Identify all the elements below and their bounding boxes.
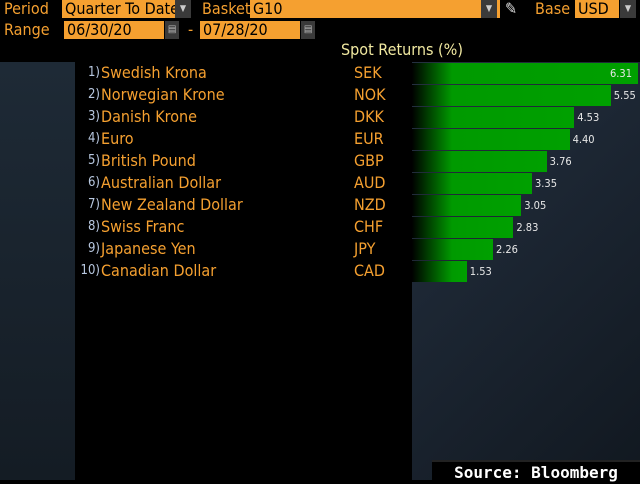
pencil-icon[interactable]: ✎ [505, 0, 518, 18]
table-row[interactable]: 10) Canadian Dollar CAD [80, 260, 410, 282]
period-dropdown-arrow-icon[interactable]: ▼ [175, 0, 191, 18]
basket-dropdown-arrow-icon[interactable]: ▼ [481, 0, 497, 18]
table-row[interactable]: 4) Euro EUR [80, 128, 410, 150]
chart-title: Spot Returns (%) [341, 40, 463, 59]
bar-value-label: 5.55 [613, 89, 636, 102]
currency-name: New Zealand Dollar [101, 195, 243, 214]
range-label: Range [4, 20, 50, 39]
base-label: Base [535, 0, 571, 18]
period-label: Period [4, 0, 49, 18]
bar [412, 85, 611, 106]
currency-code: JPY [354, 239, 376, 258]
currency-code: AUD [354, 173, 386, 192]
left-panel [0, 62, 75, 480]
table-row[interactable]: 6) Australian Dollar AUD [80, 172, 410, 194]
bar-value-label: 1.53 [469, 265, 492, 278]
table-row[interactable]: 9) Japanese Yen JPY [80, 238, 410, 260]
bar [412, 129, 570, 150]
bar [412, 195, 522, 216]
calendar-icon[interactable]: ▤ [165, 21, 179, 39]
period-select[interactable]: Quarter To Date [62, 0, 190, 18]
bar-value-label: 4.53 [577, 111, 600, 124]
basket-select[interactable]: G10 [250, 0, 500, 18]
currency-name: Australian Dollar [101, 173, 221, 192]
rank: 4) [87, 131, 100, 146]
currency-name: Canadian Dollar [101, 261, 217, 280]
rank: 3) [87, 109, 100, 124]
bar [412, 107, 575, 128]
bar-value-label: 4.40 [572, 133, 595, 146]
currency-name: Swiss Franc [101, 217, 185, 236]
rank: 1) [87, 65, 100, 80]
source-label: Source: Bloomberg [432, 460, 640, 482]
bar [412, 217, 514, 238]
base-select[interactable]: USD [575, 0, 619, 18]
bar [412, 63, 638, 84]
currency-code: CHF [354, 217, 384, 236]
currency-name: Norwegian Krone [101, 85, 225, 104]
rank: 7) [87, 197, 100, 212]
table-row[interactable]: 5) British Pound GBP [80, 150, 410, 172]
bar-value-label: 3.05 [524, 199, 547, 212]
currency-name: Danish Krone [101, 107, 198, 126]
currency-code: CAD [354, 261, 385, 280]
currency-code: DKK [354, 107, 384, 126]
bar-value-label: 3.76 [549, 155, 572, 168]
bar-value-label: 2.26 [495, 243, 518, 256]
bar-value-label: 6.31 [610, 67, 633, 80]
currency-code: SEK [354, 63, 382, 82]
base-dropdown-arrow-icon[interactable]: ▼ [620, 0, 636, 18]
rank: 5) [87, 153, 100, 168]
rank: 6) [87, 175, 100, 190]
currency-name: Swedish Krona [101, 63, 207, 82]
bar [412, 239, 493, 260]
rank: 9) [87, 241, 100, 256]
basket-label: Basket [202, 0, 251, 18]
currency-name: British Pound [101, 151, 196, 170]
bar-value-label: 2.83 [516, 221, 539, 234]
range-separator: - [188, 20, 194, 39]
calendar-icon[interactable]: ▤ [301, 21, 315, 39]
rank: 2) [87, 87, 100, 102]
currency-code: NOK [354, 85, 386, 104]
table-row[interactable]: 1) Swedish Krona SEK [80, 62, 410, 84]
bar [412, 151, 547, 172]
rank: 8) [87, 219, 100, 234]
currency-code: EUR [354, 129, 384, 148]
range-end-input[interactable]: 07/28/20 [200, 21, 300, 39]
bar-value-label: 3.35 [534, 177, 557, 190]
table-row[interactable]: 3) Danish Krone DKK [80, 106, 410, 128]
currency-name: Japanese Yen [101, 239, 196, 258]
currency-code: GBP [354, 151, 384, 170]
bar [412, 261, 467, 282]
table-row[interactable]: 7) New Zealand Dollar NZD [80, 194, 410, 216]
currency-name: Euro [101, 129, 134, 148]
table-row[interactable]: 8) Swiss Franc CHF [80, 216, 410, 238]
range-start-input[interactable]: 06/30/20 [64, 21, 164, 39]
bar [412, 173, 532, 194]
rank: 10) [80, 263, 100, 278]
table-row[interactable]: 2) Norwegian Krone NOK [80, 84, 410, 106]
currency-code: NZD [354, 195, 386, 214]
